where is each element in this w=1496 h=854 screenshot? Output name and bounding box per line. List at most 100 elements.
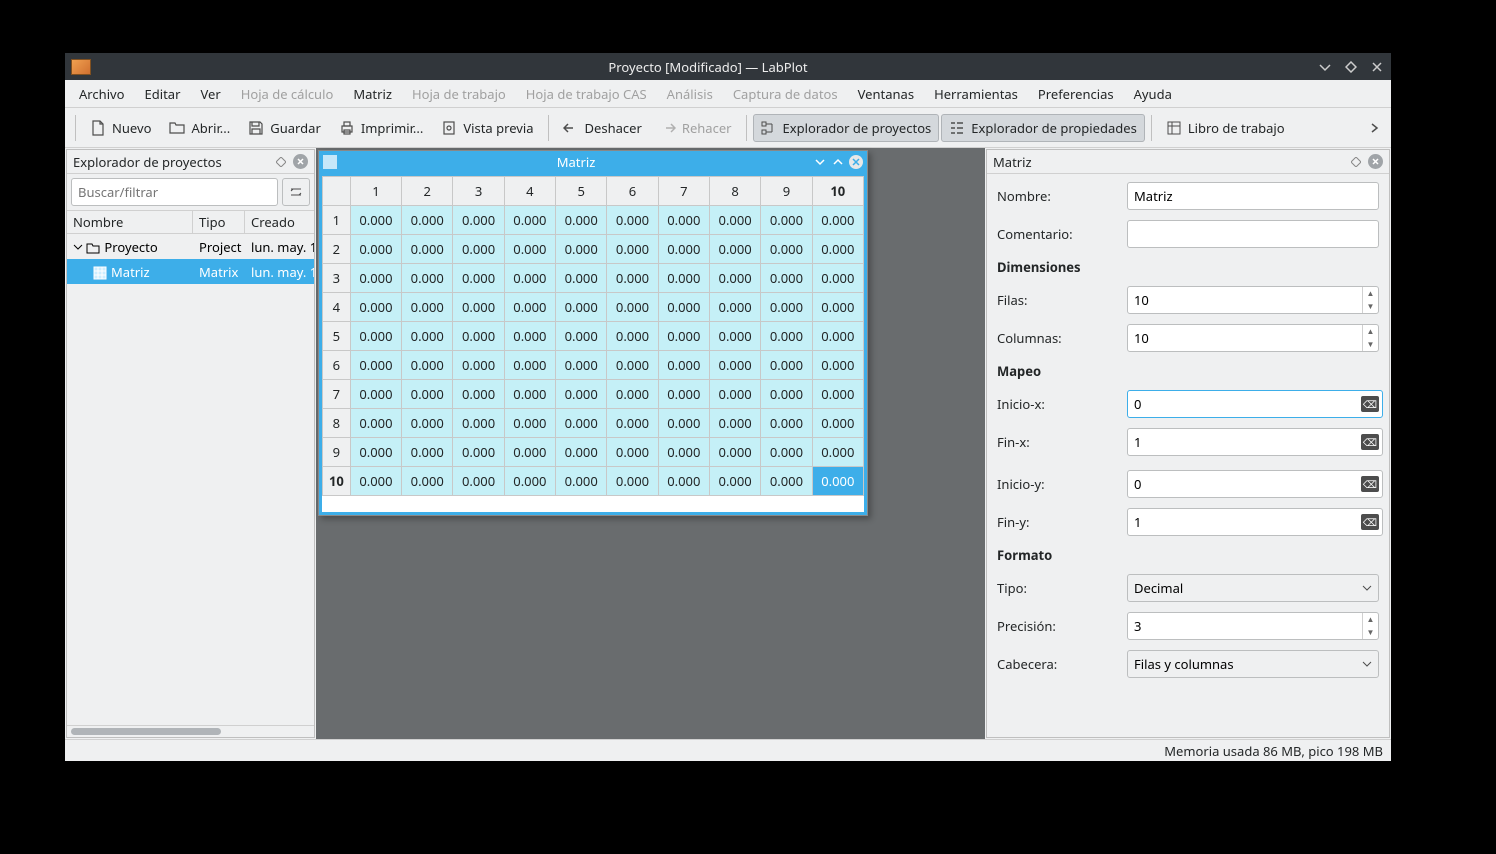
matrix-cell[interactable]: 0.000 [402, 293, 453, 322]
matrix-cell[interactable]: 0.000 [402, 206, 453, 235]
properties-explorer-toggle[interactable]: Explorador de propiedades [941, 114, 1145, 142]
matrix-cell[interactable]: 0.000 [709, 380, 760, 409]
matrix-cell[interactable]: 0.000 [812, 206, 863, 235]
matrix-cell[interactable]: 0.000 [453, 409, 504, 438]
matrix-cell[interactable]: 0.000 [607, 409, 658, 438]
matrix-cell[interactable]: 0.000 [761, 322, 812, 351]
tree-col-type[interactable]: Tipo [193, 211, 245, 233]
matrix-cell[interactable]: 0.000 [607, 264, 658, 293]
print-button[interactable]: Imprimir... [331, 114, 432, 142]
matrix-cell[interactable]: 0.000 [709, 351, 760, 380]
matrix-col-header[interactable]: 4 [504, 177, 555, 206]
menu-ayuda[interactable]: Ayuda [1124, 81, 1182, 107]
matrix-cell[interactable]: 0.000 [350, 235, 401, 264]
matrix-col-header[interactable]: 6 [607, 177, 658, 206]
matrix-col-header[interactable]: 3 [453, 177, 504, 206]
tree-col-created[interactable]: Creado [245, 211, 314, 233]
matrix-cell[interactable]: 0.000 [709, 235, 760, 264]
matrix-cell[interactable]: 0.000 [402, 409, 453, 438]
matrix-cell[interactable]: 0.000 [402, 438, 453, 467]
matrix-cell[interactable]: 0.000 [761, 351, 812, 380]
matrix-cell[interactable]: 0.000 [504, 235, 555, 264]
matrix-cell[interactable]: 0.000 [607, 235, 658, 264]
matrix-cell[interactable]: 0.000 [350, 206, 401, 235]
matrix-cell[interactable]: 0.000 [453, 293, 504, 322]
menu-ver[interactable]: Ver [190, 81, 230, 107]
matrix-col-header[interactable]: 7 [658, 177, 709, 206]
matrix-cell[interactable]: 0.000 [761, 380, 812, 409]
menu-hoja-de-trabajo[interactable]: Hoja de trabajo [402, 81, 516, 107]
matrix-cell[interactable]: 0.000 [607, 467, 658, 496]
matrix-row-header[interactable]: 4 [323, 293, 351, 322]
matrix-row-header[interactable]: 7 [323, 380, 351, 409]
matrix-cell[interactable]: 0.000 [453, 235, 504, 264]
open-button[interactable]: Abrir... [161, 114, 238, 142]
matrix-cell[interactable]: 0.000 [556, 206, 607, 235]
subwin-close-button[interactable] [849, 155, 863, 169]
menu-editar[interactable]: Editar [135, 81, 191, 107]
columnas-up[interactable]: ▲ [1363, 325, 1378, 338]
maximize-button[interactable] [1343, 59, 1359, 75]
matrix-cell[interactable]: 0.000 [812, 235, 863, 264]
matrix-cell[interactable]: 0.000 [761, 264, 812, 293]
matrix-cell[interactable]: 0.000 [709, 467, 760, 496]
columnas-input[interactable] [1128, 325, 1362, 351]
matrix-cell[interactable]: 0.000 [504, 322, 555, 351]
subwin-minimize-button[interactable] [813, 155, 827, 169]
matrix-cell[interactable]: 0.000 [658, 351, 709, 380]
properties-close-button[interactable] [1368, 154, 1383, 169]
redo-button[interactable]: Rehacer [652, 114, 740, 142]
matrix-cell[interactable]: 0.000 [402, 380, 453, 409]
matrix-cell[interactable]: 0.000 [607, 380, 658, 409]
matrix-cell[interactable]: 0.000 [504, 351, 555, 380]
matrix-cell[interactable]: 0.000 [453, 322, 504, 351]
matrix-row-header[interactable]: 8 [323, 409, 351, 438]
matrix-row-header[interactable]: 5 [323, 322, 351, 351]
matrix-cell[interactable]: 0.000 [709, 293, 760, 322]
matrix-cell[interactable]: 0.000 [556, 322, 607, 351]
matrix-cell[interactable]: 0.000 [761, 293, 812, 322]
fin-x-clear-icon[interactable]: ⌫ [1361, 434, 1379, 450]
undo-button[interactable]: Deshacer [555, 114, 650, 142]
matrix-cell[interactable]: 0.000 [761, 438, 812, 467]
matrix-cell[interactable]: 0.000 [402, 351, 453, 380]
menu-captura-de-datos[interactable]: Captura de datos [723, 81, 848, 107]
matrix-cell[interactable]: 0.000 [658, 264, 709, 293]
filas-up[interactable]: ▲ [1363, 287, 1378, 300]
minimize-button[interactable] [1317, 59, 1333, 75]
matrix-cell[interactable]: 0.000 [556, 293, 607, 322]
preview-button[interactable]: Vista previa [433, 114, 541, 142]
matrix-cell[interactable]: 0.000 [350, 293, 401, 322]
tree-row-matriz[interactable]: MatrizMatrixlun. may. 1 [67, 259, 314, 284]
matrix-cell[interactable]: 0.000 [658, 438, 709, 467]
matrix-cell[interactable]: 0.000 [761, 235, 812, 264]
matrix-cell[interactable]: 0.000 [504, 438, 555, 467]
matrix-cell[interactable]: 0.000 [453, 438, 504, 467]
inicio-x-clear-icon[interactable]: ⌫ [1361, 396, 1379, 412]
tree-col-name[interactable]: Nombre [67, 211, 193, 233]
close-button[interactable] [1369, 59, 1385, 75]
matrix-cell[interactable]: 0.000 [812, 380, 863, 409]
nombre-input[interactable] [1127, 182, 1379, 210]
matrix-cell[interactable]: 0.000 [556, 351, 607, 380]
matrix-cell[interactable]: 0.000 [453, 264, 504, 293]
matrix-cell[interactable]: 0.000 [556, 467, 607, 496]
matrix-row-header[interactable]: 2 [323, 235, 351, 264]
subwin-titlebar[interactable]: Matriz [319, 151, 867, 173]
matrix-cell[interactable]: 0.000 [658, 467, 709, 496]
matrix-cell[interactable]: 0.000 [812, 351, 863, 380]
cabecera-select[interactable]: Filas y columnas [1127, 650, 1379, 678]
filas-spin[interactable]: ▲▼ [1127, 286, 1379, 314]
matrix-cell[interactable]: 0.000 [709, 264, 760, 293]
toolbar-expand-button[interactable] [1365, 118, 1385, 138]
columnas-down[interactable]: ▼ [1363, 338, 1378, 351]
matrix-col-header[interactable]: 8 [709, 177, 760, 206]
fin-y-input[interactable] [1127, 508, 1383, 536]
matrix-cell[interactable]: 0.000 [453, 351, 504, 380]
filter-options-button[interactable] [282, 178, 310, 206]
fin-y-clear-icon[interactable]: ⌫ [1361, 514, 1379, 530]
matrix-col-header[interactable]: 5 [556, 177, 607, 206]
menu-preferencias[interactable]: Preferencias [1028, 81, 1124, 107]
matrix-row-header[interactable]: 6 [323, 351, 351, 380]
matrix-row-header[interactable]: 1 [323, 206, 351, 235]
